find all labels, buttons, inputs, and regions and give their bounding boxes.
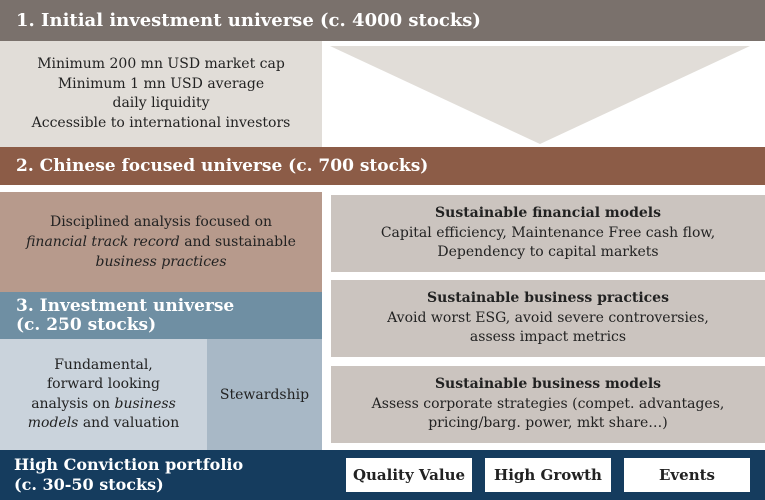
stage3-count: (c. 250 stocks) bbox=[16, 314, 157, 335]
fundamental-emphasis-models: models bbox=[27, 415, 79, 431]
fundamental-line-3: analysis on business bbox=[31, 395, 176, 415]
analysis-line-1: Disciplined analysis focused on bbox=[49, 214, 273, 230]
stage2-analysis: Disciplined analysis focused on financia… bbox=[0, 192, 322, 292]
portfolio-title-line-2: (c. 30-50 stocks) bbox=[14, 475, 164, 494]
style-quality-value: Quality Value bbox=[346, 458, 472, 492]
stage1-header: 1. Initial investment universe (c. 4000 … bbox=[0, 0, 765, 41]
filter-detail: Assess corporate strategies (compet. adv… bbox=[371, 395, 725, 412]
style-events: Events bbox=[624, 458, 750, 492]
portfolio-title-line-1: High Conviction portfolio bbox=[14, 455, 244, 474]
fundamental-line-1: Fundamental, bbox=[54, 356, 153, 373]
criterion-accessibility: Accessible to international investors bbox=[31, 114, 291, 131]
fundamental-line-4-rest: and valuation bbox=[78, 415, 180, 431]
stage3-title: 3. Investment universe bbox=[16, 295, 235, 316]
stewardship-box: Stewardship bbox=[207, 339, 322, 450]
criterion-liquidity: Minimum 1 mn USD average bbox=[57, 75, 265, 92]
style-high-growth: High Growth bbox=[485, 458, 611, 492]
fundamental-analysis: Fundamental, forward looking analysis on… bbox=[0, 339, 207, 450]
analysis-line-3: business practices bbox=[95, 252, 226, 272]
fundamental-emphasis-business: business bbox=[114, 395, 176, 412]
filter-title: Sustainable business practices bbox=[427, 290, 669, 307]
portfolio-title: High Conviction portfolio (c. 30-50 stoc… bbox=[14, 455, 243, 495]
stage2-header: 2. Chinese focused universe (c. 700 stoc… bbox=[0, 147, 765, 185]
filter-financial-models: Sustainable financial models Capital eff… bbox=[331, 195, 765, 272]
criterion-market-cap: Minimum 200 mn USD market cap bbox=[37, 56, 285, 72]
filter-business-models: Sustainable business models Assess corpo… bbox=[331, 366, 765, 443]
stage3-header: 3. Investment universe (c. 250 stocks) bbox=[0, 292, 322, 339]
analysis-emphasis-track-record: financial track record bbox=[26, 234, 180, 250]
analysis-emphasis-business-practices: business practices bbox=[95, 254, 227, 270]
filter-detail: Dependency to capital markets bbox=[437, 244, 659, 261]
analysis-line-2: financial track record and sustainable bbox=[26, 232, 296, 252]
filter-detail: pricing/barg. power, mkt share…) bbox=[428, 415, 668, 432]
criterion-liquidity-cont: daily liquidity bbox=[112, 95, 210, 111]
filter-title: Sustainable financial models bbox=[435, 205, 661, 222]
fundamental-line-3-pre: analysis on bbox=[31, 395, 115, 412]
stage2-title: 2. Chinese focused universe (c. 700 stoc… bbox=[16, 156, 429, 176]
filter-business-practices: Sustainable business practices Avoid wor… bbox=[331, 280, 765, 357]
filter-detail: assess impact metrics bbox=[469, 329, 627, 346]
filter-title: Sustainable business models bbox=[434, 376, 662, 393]
fundamental-line-4: models and valuation bbox=[28, 414, 180, 434]
analysis-line-2-rest: and sustainable bbox=[179, 234, 296, 250]
filter-detail: Capital efficiency, Maintenance Free cas… bbox=[380, 224, 716, 241]
filter-detail: Avoid worst ESG, avoid severe controvers… bbox=[387, 309, 709, 326]
funnel-arrow-icon bbox=[330, 46, 750, 144]
stage1-criteria: Minimum 200 mn USD market cap Minimum 1 … bbox=[0, 41, 322, 147]
stewardship-label: Stewardship bbox=[219, 386, 310, 403]
fundamental-line-2: forward looking bbox=[46, 376, 160, 392]
stage1-title: 1. Initial investment universe (c. 4000 … bbox=[16, 10, 481, 31]
